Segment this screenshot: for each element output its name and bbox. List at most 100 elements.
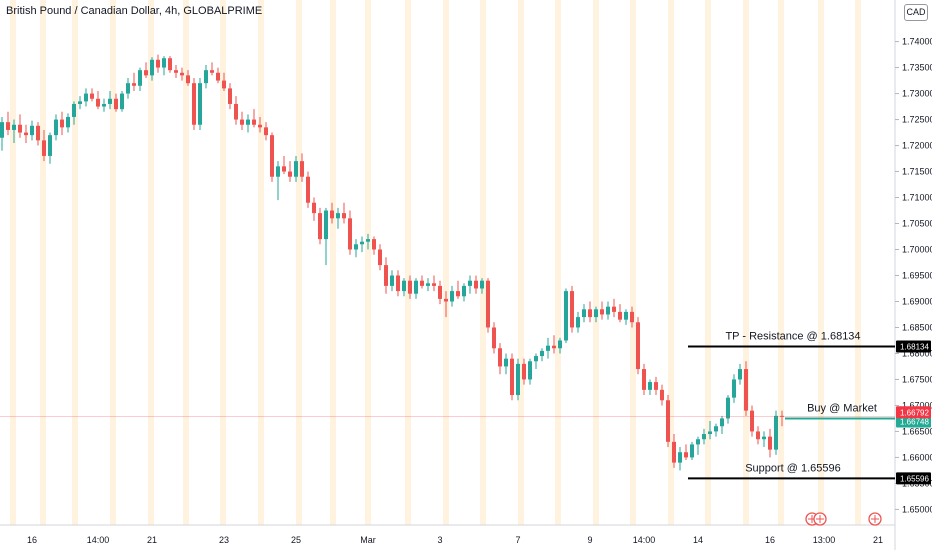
candle-body <box>468 280 472 286</box>
x-tick-label: 21 <box>147 535 157 545</box>
candle-body <box>210 70 214 73</box>
y-tick-label: 1.72500 <box>902 115 932 125</box>
candle-body <box>282 166 286 172</box>
candle-body <box>114 98 118 110</box>
support-tag[interactable] <box>896 472 931 485</box>
candle-body <box>462 285 466 297</box>
candle-body <box>294 161 298 177</box>
candle-body <box>276 166 280 177</box>
y-tick-label: 1.71000 <box>902 193 932 203</box>
symbol-name: British Pound / Canadian Dollar <box>6 5 159 17</box>
candle-body <box>654 382 658 390</box>
y-tick-label: 1.69000 <box>902 296 932 306</box>
candle-body <box>696 439 700 445</box>
candle-body <box>558 340 562 349</box>
candle-body <box>234 103 238 120</box>
candle-body <box>396 275 400 292</box>
session-stripe <box>518 0 524 525</box>
session-stripe <box>555 0 561 525</box>
candle-body <box>306 176 310 203</box>
candle-body <box>6 122 10 130</box>
candle-body <box>204 70 208 84</box>
y-tick-label: 1.66000 <box>902 452 932 462</box>
candle-body <box>642 369 646 390</box>
y-tick-label: 1.70500 <box>902 219 932 229</box>
session-stripe <box>593 0 599 525</box>
candle-body <box>228 88 232 104</box>
candle-body <box>372 239 376 250</box>
candle-body <box>564 291 568 341</box>
entry-tag-label: 1.66748 <box>900 418 929 427</box>
last-price-tag[interactable] <box>896 406 931 419</box>
candle-body <box>492 327 496 349</box>
candle-body <box>588 309 592 318</box>
candle-body <box>72 103 76 117</box>
candle-body <box>480 280 484 289</box>
candle-body <box>18 124 22 133</box>
candle-body <box>504 358 508 367</box>
session-stripe <box>296 0 302 525</box>
candle-body <box>342 213 346 219</box>
candle-body <box>636 322 640 370</box>
session-stripe <box>405 0 411 525</box>
candle-body <box>138 70 142 86</box>
candle-body <box>516 363 520 396</box>
session-stripe <box>258 0 264 525</box>
session-stripe <box>40 0 46 525</box>
candle-body <box>0 122 4 138</box>
candle-body <box>600 309 604 315</box>
session-stripe <box>72 0 78 525</box>
x-tick-label: 25 <box>291 535 301 545</box>
candle-body <box>156 59 160 68</box>
candle-body <box>672 441 676 463</box>
candle-body <box>474 280 478 289</box>
candle-body <box>162 58 166 68</box>
candle-body <box>528 361 532 380</box>
session-stripe <box>148 0 154 525</box>
candle-body <box>726 397 730 419</box>
candle-body <box>36 125 40 141</box>
candle-body <box>222 80 226 89</box>
candle-body <box>456 291 460 297</box>
candle-body <box>384 265 388 286</box>
candle-body <box>522 363 526 380</box>
candle-body <box>756 431 760 440</box>
data-source: GLOBALPRIME <box>183 5 263 17</box>
y-tick-label: 1.72000 <box>902 141 932 151</box>
candle-body <box>246 119 250 125</box>
candle-body <box>174 70 178 73</box>
candle-body <box>570 291 574 328</box>
session-stripe <box>778 0 784 525</box>
candle-body <box>60 119 64 128</box>
candle-body <box>108 98 112 104</box>
candle-body <box>216 72 220 81</box>
candle-body <box>390 275 394 286</box>
entry-tag[interactable] <box>896 415 931 428</box>
candle-body <box>96 98 100 107</box>
candle-body <box>702 434 706 440</box>
candle-body <box>336 213 340 219</box>
session-stripe <box>10 0 16 525</box>
candle-body <box>402 280 406 292</box>
x-tick-label: 21 <box>873 535 883 545</box>
resistance-tag[interactable] <box>896 340 931 353</box>
candle-body <box>354 244 358 250</box>
candle-body <box>708 431 712 435</box>
candle-body <box>552 345 556 349</box>
candle-body <box>348 218 352 250</box>
resistance-label: TP - Resistance @ 1.68134 <box>725 331 860 343</box>
session-stripe <box>630 0 636 525</box>
candle-body <box>444 298 448 302</box>
currency-badge[interactable]: CAD <box>904 4 928 21</box>
candle-body <box>270 135 274 177</box>
candle-body <box>612 306 616 312</box>
candle-body <box>300 161 304 177</box>
candle-body <box>312 202 316 214</box>
candle-body <box>618 311 622 320</box>
candle-body <box>582 309 586 318</box>
candle-body <box>84 93 88 102</box>
chart-header: British Pound / Canadian Dollar, 4h, GLO… <box>6 5 263 17</box>
resistance-tag-label: 1.68134 <box>900 343 929 352</box>
y-tick-label: 1.73500 <box>902 63 932 73</box>
